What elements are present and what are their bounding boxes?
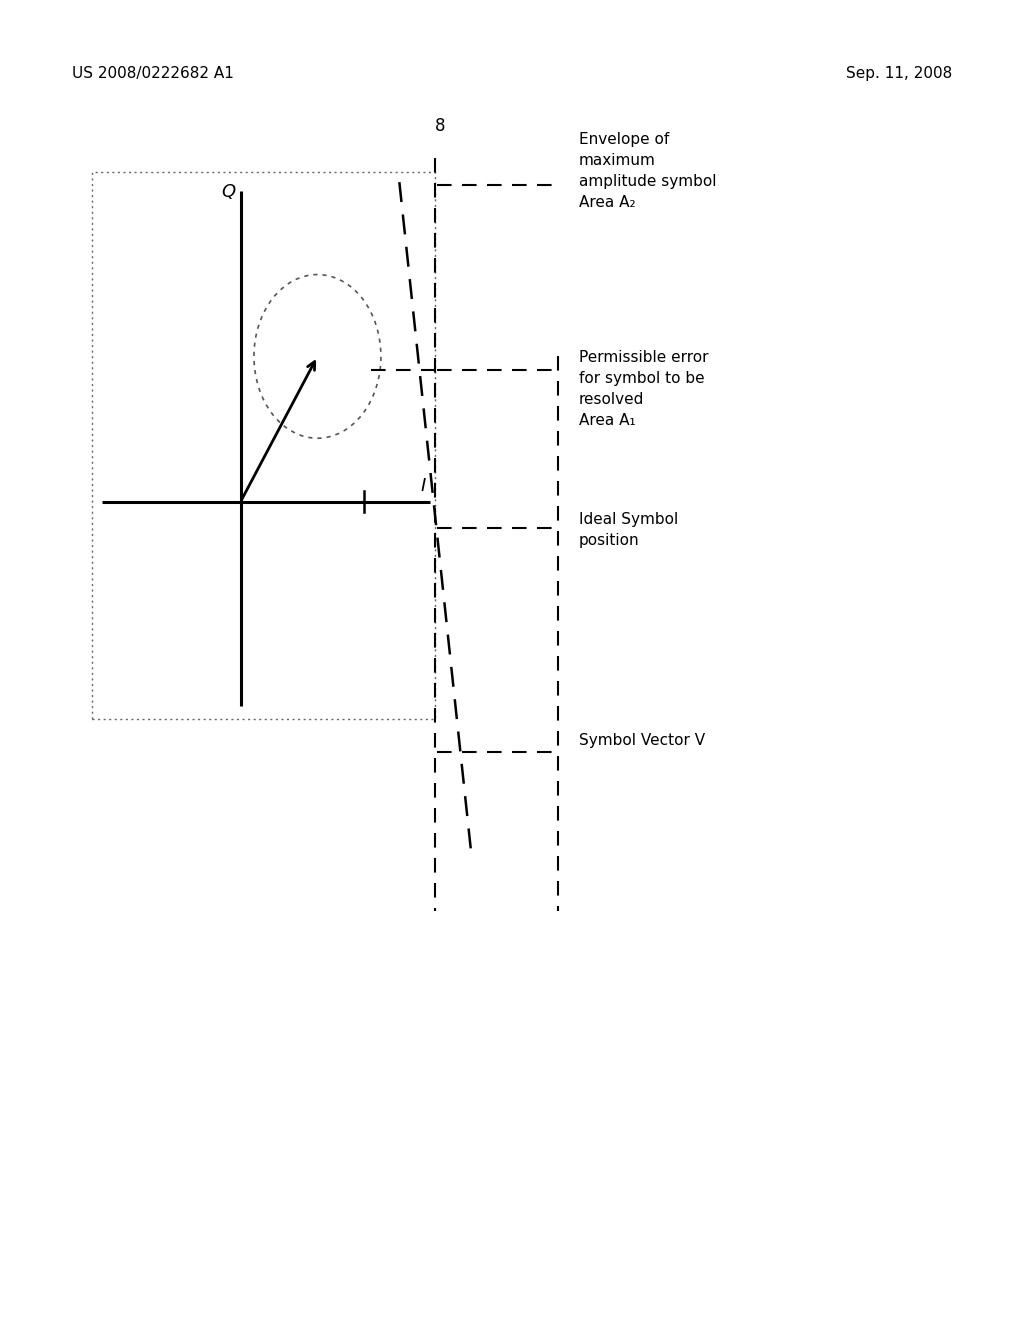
Text: I: I bbox=[420, 477, 426, 495]
Text: Envelope of
maximum
amplitude symbol
Area A₂: Envelope of maximum amplitude symbol Are… bbox=[579, 132, 716, 210]
Bar bbox=[92, 172, 435, 719]
Text: 8: 8 bbox=[435, 116, 445, 135]
Text: US 2008/0222682 A1: US 2008/0222682 A1 bbox=[72, 66, 233, 81]
Text: Sep. 11, 2008: Sep. 11, 2008 bbox=[846, 66, 952, 81]
Text: Permissible error
for symbol to be
resolved
Area A₁: Permissible error for symbol to be resol… bbox=[579, 350, 708, 428]
Text: Symbol Vector V: Symbol Vector V bbox=[579, 733, 705, 747]
Text: Q: Q bbox=[221, 182, 236, 201]
Text: Ideal Symbol
position: Ideal Symbol position bbox=[579, 512, 678, 548]
